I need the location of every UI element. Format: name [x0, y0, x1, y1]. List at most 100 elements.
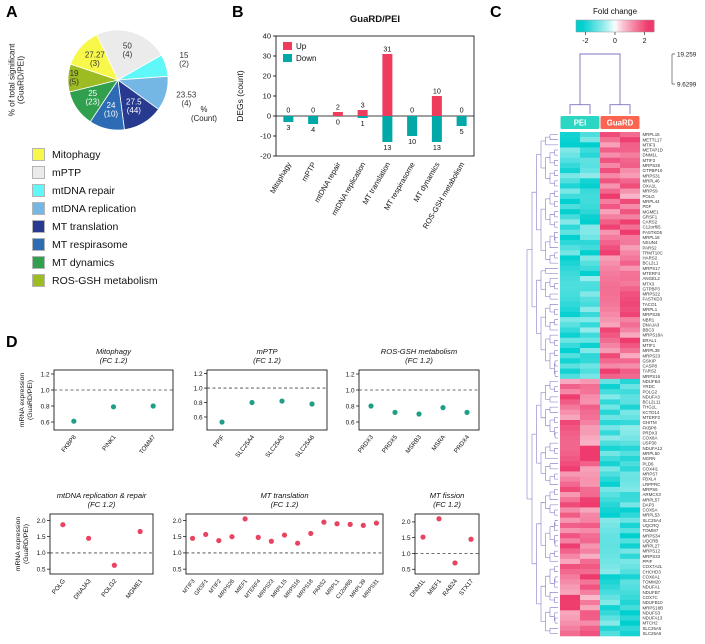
dotplot-ylabel: mRNA expression(GuaRD/PEI) — [19, 373, 34, 428]
data-point — [249, 399, 255, 406]
gene-label: MRPS36 — [643, 312, 661, 317]
heatmap-row — [560, 445, 640, 452]
heatmap-row — [560, 414, 640, 421]
gene-label: DAP3 — [643, 502, 655, 507]
heatmap-row — [560, 625, 640, 632]
heatmap-row — [560, 265, 640, 272]
gene-label: UQCRB — [643, 538, 659, 543]
gene-label: USP30 — [643, 441, 657, 446]
heatmap-row — [560, 183, 640, 189]
heatmap-row — [560, 353, 640, 359]
heatmap-row — [560, 286, 640, 292]
gene-label: PPIF — [643, 559, 653, 564]
dotplot-title: MT translation (FC 1.2) — [260, 491, 308, 509]
bar-xtick-label: mPTP — [300, 161, 318, 184]
dotplot-translation: MT translation (FC 1.2)0.51.01.52.0MTIF3G… — [173, 491, 384, 600]
data-point — [309, 401, 315, 407]
pie-slice — [70, 34, 119, 81]
heatmap-row — [560, 209, 640, 215]
gene-label: CASP8 — [643, 364, 658, 369]
gene-label: MRPL27 — [643, 544, 661, 549]
heatmap-row — [560, 528, 640, 534]
heatmap-row — [560, 497, 640, 503]
heatmap-row — [560, 512, 640, 519]
heatmap-row — [560, 337, 640, 344]
heatmap-row — [560, 373, 640, 380]
dendrogram-scale-label: 19.259 — [677, 52, 697, 59]
dendrogram-scale-axis — [671, 53, 675, 85]
gene-label: MRPS33 — [643, 554, 661, 559]
heatmap-row — [560, 255, 640, 261]
gene-label: MRPL57 — [643, 497, 661, 502]
colorbar-strip — [634, 20, 637, 32]
heatmap-row — [560, 245, 640, 251]
heatmap-row — [560, 173, 640, 179]
down-count-label: 5 — [460, 127, 464, 136]
gene-label: GHITM — [643, 420, 657, 425]
gene-label: PLD6 — [643, 461, 655, 466]
group-header-pei — [560, 116, 600, 129]
gene-label: UQCRQ — [643, 523, 660, 528]
gene-label: MRPL46 — [643, 178, 661, 183]
data-point — [452, 560, 458, 566]
gene-label: NDUFA3 — [643, 394, 661, 399]
heatmap-row — [560, 517, 640, 524]
legend-label: mtDNA repair — [52, 184, 116, 197]
gene-label: MTERF4 — [643, 271, 661, 276]
heatmap-row — [560, 152, 640, 159]
heatmap-row — [560, 430, 640, 436]
colorbar-strip — [601, 20, 604, 32]
bar-ylabel: DEGs (count) — [235, 70, 245, 122]
heatmap-row — [560, 399, 640, 405]
heatmap-row — [560, 471, 640, 477]
legend-label: Mitophagy — [52, 148, 101, 161]
dotplot-ytick: 0.8 — [194, 400, 203, 407]
heatmap-row — [560, 193, 640, 200]
bar-ytick: 0 — [267, 112, 271, 121]
gene-label: MRPS22 — [643, 292, 661, 297]
data-point — [436, 516, 442, 522]
colorbar-strip — [591, 20, 595, 32]
heatmap-row — [560, 306, 640, 313]
gene-label: COX6A1 — [643, 574, 661, 579]
heatmap-row — [560, 137, 640, 143]
gene-label: BBC3 — [643, 328, 655, 333]
heatmap-row — [560, 394, 640, 400]
dotplot-xtick-label: POLG — [51, 578, 67, 596]
gene-label: KCTD14 — [643, 410, 660, 415]
colorbar-strip — [636, 20, 639, 32]
colorbar-strip — [628, 20, 632, 32]
heatmap-row — [560, 291, 640, 297]
heatmap-row — [560, 594, 640, 601]
heatmap-row — [560, 435, 640, 441]
bar-ytick: -20 — [260, 152, 271, 161]
down-bar — [407, 116, 418, 136]
heatmap-row — [560, 168, 640, 174]
dotplot-xtick-label: PRDX5 — [381, 433, 400, 454]
bar-legend-swatch — [283, 42, 292, 50]
data-point — [468, 536, 474, 542]
pie-legend-item: ROS-GSH metabolism — [32, 274, 158, 287]
data-point — [368, 403, 374, 409]
gene-label: FASTKD5 — [643, 230, 663, 235]
dotplot-ytick: 1.0 — [194, 385, 203, 392]
gene-label: PRDX3 — [643, 430, 658, 435]
heatmap-row — [560, 502, 640, 508]
heatmap-row — [560, 553, 640, 560]
dotplot-xtick-label: POLG2 — [100, 577, 119, 598]
gene-label: BCL2L11 — [643, 400, 662, 405]
dotplot-ytick: 0.5 — [173, 566, 182, 573]
heatmap-row — [560, 584, 640, 591]
colorbar-title: Fold change — [593, 7, 638, 16]
down-count-label: 1 — [361, 119, 365, 128]
heatmap-row — [560, 317, 640, 323]
data-point — [189, 535, 196, 541]
heatmap-row — [560, 240, 640, 246]
gene-label: NGRN — [643, 456, 656, 461]
down-count-label: 13 — [383, 143, 391, 152]
gene-label: CHCHD3 — [643, 569, 662, 574]
gene-label: MTIF1 — [643, 343, 656, 348]
heatmap-row — [560, 533, 640, 539]
gene-label: BCL2L1 — [643, 261, 659, 266]
group-header-guard — [600, 116, 640, 129]
